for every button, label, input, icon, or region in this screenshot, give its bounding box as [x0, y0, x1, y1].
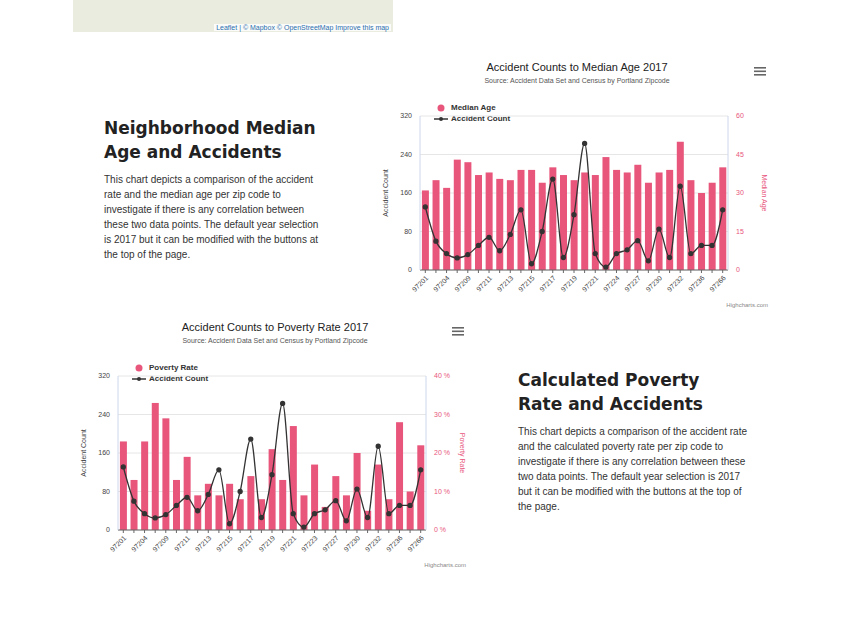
- svg-text:97232: 97232: [364, 534, 383, 553]
- svg-text:160: 160: [98, 449, 110, 456]
- html-text:Leaflet | © Mapbox © OpenStree: Leaflet | © Mapbox © OpenStreetMap Impro…: [216, 24, 389, 31]
- svg-text:320: 320: [98, 372, 110, 379]
- html-text:Source: Accident Data Set and: Source: Accident Data Set and Census by …: [182, 337, 368, 344]
- svg-text:10 %: 10 %: [434, 488, 450, 495]
- html-text:Neighborhood Median Age and Ac: Neighborhood Median Age and Accidents: [104, 118, 316, 162]
- svg-text:97209: 97209: [151, 534, 170, 553]
- svg-text:97201: 97201: [411, 274, 430, 293]
- svg-text:97217: 97217: [236, 534, 255, 553]
- svg-text:97209: 97209: [453, 274, 472, 293]
- svg-text:97221: 97221: [581, 274, 600, 293]
- svg-text:97217: 97217: [538, 274, 557, 293]
- svg-text:97211: 97211: [475, 274, 493, 292]
- svg-text:Median Age: Median Age: [760, 175, 768, 212]
- svg-text:240: 240: [98, 411, 110, 418]
- svg-text:97201: 97201: [109, 534, 128, 553]
- svg-text:97232: 97232: [666, 274, 685, 293]
- svg-text:80: 80: [404, 228, 412, 235]
- svg-text:30 %: 30 %: [434, 411, 450, 418]
- svg-text:0: 0: [736, 266, 740, 273]
- svg-text:Accident Count: Accident Count: [382, 169, 389, 217]
- svg-text:97227: 97227: [623, 274, 642, 293]
- svg-text:97236: 97236: [687, 274, 706, 293]
- svg-text:97215: 97215: [517, 274, 536, 293]
- svg-text:97227: 97227: [321, 534, 340, 553]
- svg-text:40 %: 40 %: [434, 372, 450, 379]
- svg-text:320: 320: [400, 112, 412, 119]
- html-text:This chart depicts a compariso: This chart depicts a comparison of the a…: [104, 174, 319, 260]
- svg-text:0: 0: [106, 526, 110, 533]
- svg-text:97204: 97204: [432, 274, 451, 293]
- svg-text:240: 240: [400, 151, 412, 158]
- svg-text:80: 80: [102, 488, 110, 495]
- html-text:Highcharts.com: Highcharts.com: [726, 302, 768, 308]
- svg-text:97230: 97230: [644, 274, 663, 293]
- svg-text:15: 15: [736, 228, 744, 235]
- html-text:Accident Counts to Median Age: Accident Counts to Median Age 2017: [486, 61, 668, 73]
- svg-text:97219: 97219: [560, 274, 579, 293]
- html-text:Source: Accident Data Set and: Source: Accident Data Set and Census by …: [484, 77, 670, 84]
- svg-text:60: 60: [736, 112, 744, 119]
- svg-text:97213: 97213: [194, 534, 213, 553]
- svg-text:97236: 97236: [385, 534, 404, 553]
- svg-text:97219: 97219: [258, 534, 277, 553]
- svg-text:97211: 97211: [173, 534, 191, 552]
- svg-text:97230: 97230: [342, 534, 361, 553]
- svg-text:20 %: 20 %: [434, 449, 450, 456]
- svg-text:160: 160: [400, 189, 412, 196]
- svg-text:97204: 97204: [130, 534, 149, 553]
- html-text:This chart depicts a compariso: This chart depicts a comparison of the a…: [518, 426, 747, 512]
- svg-text:97213: 97213: [496, 274, 515, 293]
- svg-text:Accident Count: Accident Count: [80, 429, 87, 477]
- html-text:Accident Count: Accident Count: [149, 374, 209, 383]
- svg-text:97266: 97266: [708, 274, 727, 293]
- html-text:Calculated Poverty Rate and Ac: Calculated Poverty Rate and Accidents: [518, 370, 703, 414]
- svg-text:97215: 97215: [215, 534, 234, 553]
- svg-text:97266: 97266: [406, 534, 425, 553]
- html-text:Poverty Rate: Poverty Rate: [149, 363, 198, 372]
- svg-text:97224: 97224: [602, 274, 621, 293]
- svg-text:0: 0: [408, 266, 412, 273]
- html-text:Accident Counts to Poverty Rat: Accident Counts to Poverty Rate 2017: [181, 321, 369, 333]
- svg-text:97221: 97221: [279, 534, 298, 553]
- html-text:Highcharts.com: Highcharts.com: [424, 562, 466, 568]
- svg-text:97223: 97223: [300, 534, 319, 553]
- svg-text:45: 45: [736, 151, 744, 158]
- svg-text:0 %: 0 %: [434, 526, 446, 533]
- svg-text:Poverty Rate: Poverty Rate: [458, 433, 466, 474]
- svg-text:30: 30: [736, 189, 744, 196]
- html-text:Median Age: Median Age: [451, 103, 496, 112]
- html-text:Accident Count: Accident Count: [451, 114, 511, 123]
